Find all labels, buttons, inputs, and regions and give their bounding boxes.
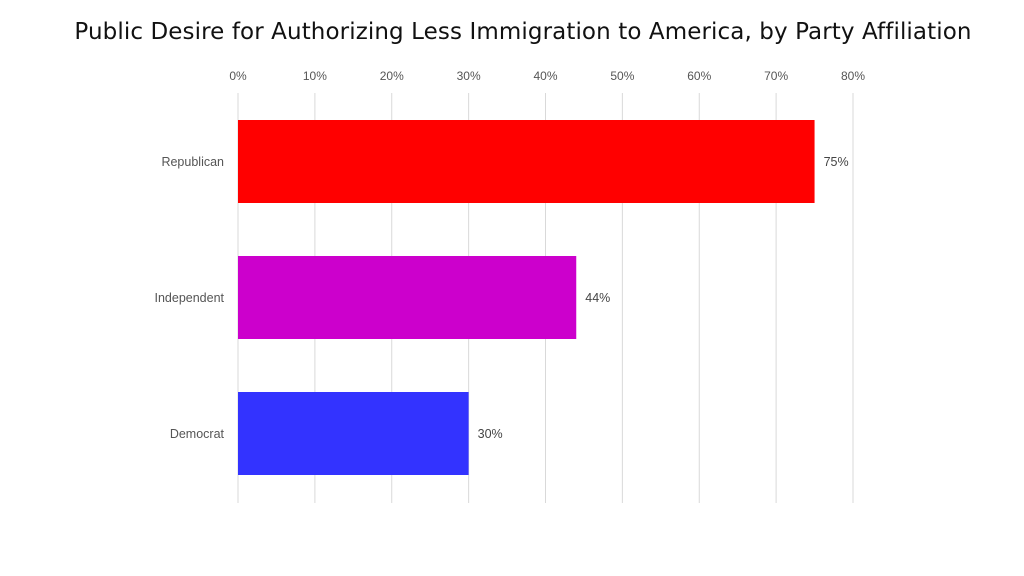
x-tick-label: 10% bbox=[303, 69, 327, 83]
category-label: Republican bbox=[161, 155, 224, 169]
x-tick-label: 50% bbox=[610, 69, 634, 83]
bar-republican bbox=[238, 120, 815, 203]
x-tick-label: 60% bbox=[687, 69, 711, 83]
data-label: 44% bbox=[585, 291, 610, 305]
bar-democrat bbox=[238, 392, 469, 475]
chart-title: Public Desire for Authorizing Less Immig… bbox=[74, 19, 972, 45]
x-tick-label: 30% bbox=[457, 69, 481, 83]
x-tick-label: 40% bbox=[533, 69, 557, 83]
x-tick-label: 70% bbox=[764, 69, 788, 83]
category-label: Democrat bbox=[170, 427, 225, 441]
x-tick-label: 0% bbox=[229, 69, 247, 83]
data-labels: 75% 44% 30% bbox=[478, 155, 849, 441]
bars bbox=[238, 120, 815, 475]
x-axis-ticks: 0% 10% 20% 30% 40% 50% 60% 70% 80% bbox=[229, 69, 865, 83]
bar-independent bbox=[238, 256, 577, 339]
data-label: 75% bbox=[824, 155, 849, 169]
x-tick-label: 20% bbox=[380, 69, 404, 83]
category-labels: Republican Independent Democrat bbox=[154, 155, 224, 441]
category-label: Independent bbox=[154, 291, 224, 305]
data-label: 30% bbox=[478, 427, 503, 441]
x-tick-label: 80% bbox=[841, 69, 865, 83]
